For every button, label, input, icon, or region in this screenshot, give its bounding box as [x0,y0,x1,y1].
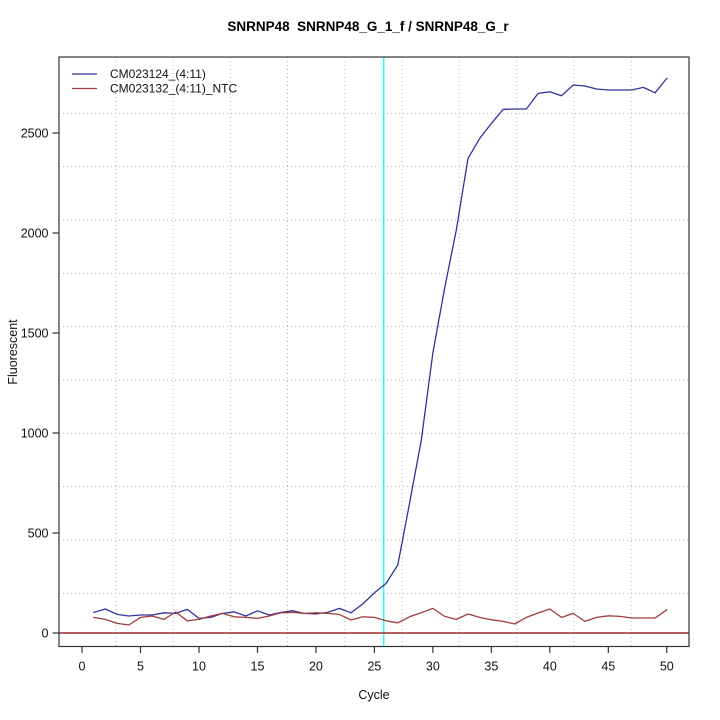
legend-item-label: CM023132_(4:11)_NTC [110,82,238,96]
y-tick-label: 500 [28,526,49,540]
x-tick-label: 10 [192,660,206,674]
x-tick-label: 40 [543,660,557,674]
y-tick-label: 0 [42,626,49,640]
x-tick-label: 5 [137,660,144,674]
y-tick-label: 2000 [21,226,49,240]
x-tick-label: 50 [660,660,674,674]
x-tick-label: 25 [367,660,381,674]
x-axis-label: Cycle [358,688,389,702]
y-tick-label: 1500 [21,326,49,340]
y-tick-label: 2500 [21,126,49,140]
marker-lines [59,57,689,647]
data-series [93,77,668,626]
x-tick-label: 15 [251,660,265,674]
y-axis-label: Fluorescent [6,319,20,385]
legend: CM023124_(4:11)CM023132_(4:11)_NTC [72,67,238,96]
legend-item-label: CM023124_(4:11) [110,67,206,81]
gridlines [59,57,689,647]
chart-title: SNRNP48 SNRNP48_G_1_f / SNRNP48_G_r [227,19,509,34]
series-line-CM023124_(4:11) [93,77,668,620]
x-tick-label: 30 [426,660,440,674]
plot-border [58,56,690,648]
x-tick-label: 0 [79,660,86,674]
series-line-CM023132_(4:11)_NTC [93,607,668,626]
y-tick-label: 1000 [21,426,49,440]
x-tick-label: 35 [484,660,498,674]
x-tick-label: 45 [601,660,615,674]
x-tick-label: 20 [309,660,323,674]
